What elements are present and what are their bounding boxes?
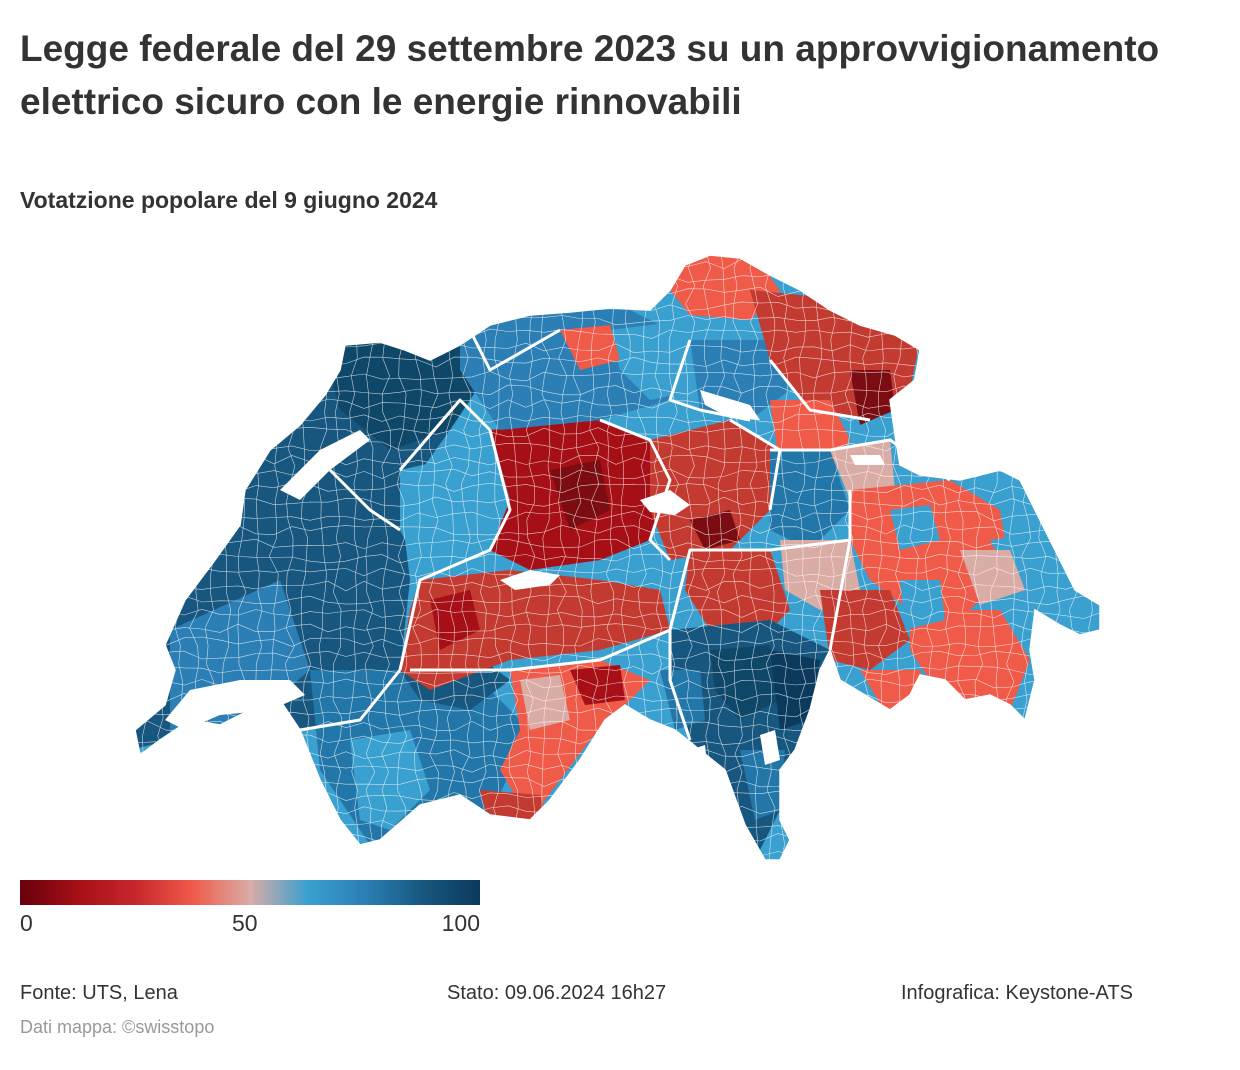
municipality-line (135, 496, 1100, 508)
municipality-line (732, 255, 744, 860)
border-bern-valais (410, 628, 671, 672)
municipality-line (157, 255, 167, 860)
municipality-line (141, 255, 152, 860)
municipality-line (540, 255, 552, 860)
region-hinterrhein (820, 590, 910, 670)
municipality-line (135, 776, 1100, 788)
municipality-line (135, 678, 1100, 690)
border-vaud-fribourg (328, 468, 401, 532)
region-goms (570, 665, 625, 705)
municipality-line (135, 664, 1100, 675)
municipality-line (135, 608, 1100, 620)
region-praettigau (890, 505, 940, 550)
municipality-line (135, 720, 1100, 732)
lake-neuchatel (280, 430, 370, 500)
border-aargau-zurich (668, 339, 751, 422)
lake-lucerne (640, 490, 690, 515)
infographic-credit: Infografica: Keystone-ATS (901, 982, 1133, 1004)
municipality-line (135, 734, 1100, 746)
region-glarus (770, 450, 850, 550)
municipality-line (764, 255, 776, 860)
status-note: Stato: 09.06.2024 16h27 (447, 982, 667, 1004)
municipality-line (492, 255, 503, 860)
municipality-line (135, 538, 1100, 550)
municipality-line (135, 790, 1100, 802)
municipality-line (135, 255, 136, 860)
municipality-line (135, 748, 1100, 760)
municipality-line (135, 622, 1100, 634)
municipality-line (572, 255, 584, 860)
municipality-line (508, 255, 520, 860)
region-leuk (520, 675, 570, 730)
municipality-line (1102, 250, 1110, 862)
municipality-line (135, 594, 1100, 606)
switzerland-municipality-map (130, 250, 1120, 865)
lake-zurich (700, 390, 760, 420)
legend-label-mid: 50 (232, 910, 258, 936)
municipality-line (556, 255, 568, 860)
border-vaud-valais (299, 669, 402, 732)
municipality-line (135, 566, 1100, 578)
municipality-line (135, 846, 1100, 857)
municipality-line (1069, 255, 1080, 860)
municipality-line (135, 258, 1100, 270)
region-fricktal (560, 325, 620, 370)
municipality-line (135, 553, 1100, 564)
border-uri-ticino (668, 538, 851, 631)
chart-title: Legge federale del 29 settembre 2023 su … (20, 28, 1160, 122)
municipality-line (135, 482, 1100, 494)
municipality-line (135, 706, 1100, 718)
border-bern-west (398, 429, 512, 671)
border-ticino-graubuenden (828, 490, 852, 651)
legend-label-max: 100 (441, 910, 480, 936)
region-bern-mittelland (400, 450, 510, 570)
legend-gradient-bar (20, 880, 480, 905)
region-albula (900, 580, 945, 630)
border-bern-lucerne (599, 418, 672, 562)
border-zurich-thurgau (768, 359, 871, 422)
region-lugano (740, 750, 785, 820)
municipality-line (135, 762, 1100, 774)
municipality-line (525, 255, 536, 860)
municipality-line (135, 255, 1100, 256)
municipality-line (135, 832, 1100, 844)
municipality-line (204, 255, 216, 860)
municipality-line (189, 255, 200, 860)
municipality-line (135, 580, 1100, 592)
municipality-line (135, 636, 1100, 647)
border-ticino-west (668, 630, 692, 741)
municipality-line (135, 650, 1100, 662)
municipality-line (717, 255, 727, 860)
region-leventina (710, 645, 780, 720)
border-schwyz (729, 418, 782, 511)
municipality-line (135, 804, 1100, 815)
source-note: Fonte: UTS, Lena (20, 982, 178, 1004)
region-appenzell (850, 370, 895, 425)
municipality-line (476, 255, 488, 860)
legend-label-min: 0 (20, 910, 33, 936)
border-jura-bern (398, 398, 492, 471)
color-legend: 0 50 100 (20, 880, 480, 940)
region-blenio (770, 650, 820, 730)
chart-subtitle: Votatzione popolare del 9 giugno 2024 (20, 187, 438, 213)
legend-gradient-rect (20, 880, 480, 905)
municipality-line (1085, 255, 1096, 860)
municipality-line (135, 272, 1100, 283)
municipality-line (135, 286, 1100, 298)
municipality-line (172, 255, 184, 860)
municipality-line (135, 510, 1100, 522)
municipality-line (135, 524, 1100, 536)
municipality-line (135, 818, 1100, 830)
map-data-credit: Dati mappa: ©swisstopo (20, 1017, 215, 1037)
map-svg (134, 250, 1110, 862)
switzerland-outline (134, 254, 1101, 861)
region-central-switzerland (650, 420, 780, 560)
municipality-line (749, 255, 760, 860)
